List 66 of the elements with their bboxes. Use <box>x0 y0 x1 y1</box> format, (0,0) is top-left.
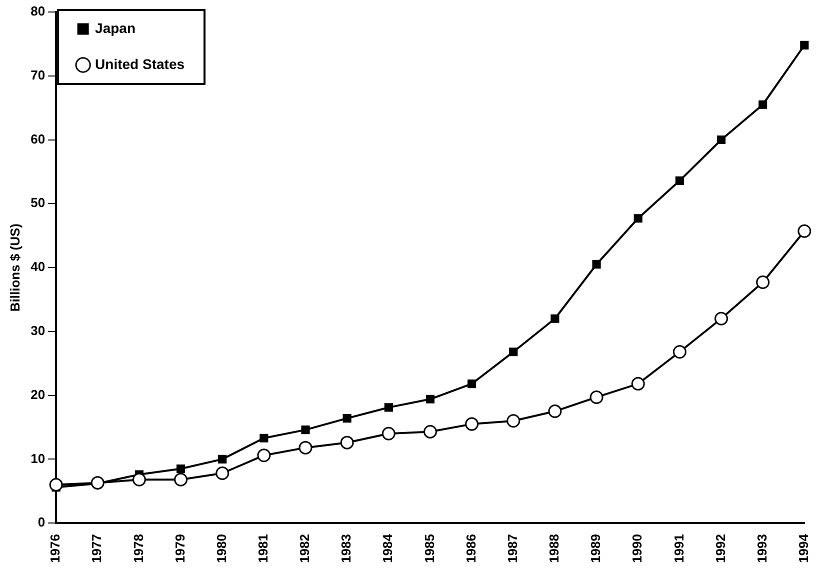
point <box>465 417 479 431</box>
x-tick-label: 1988 <box>546 534 562 563</box>
point <box>631 377 645 391</box>
point <box>716 135 726 144</box>
x-tick-label: 1990 <box>630 534 645 563</box>
point <box>260 434 268 442</box>
point <box>132 472 146 486</box>
x-tick-label: 1977 <box>89 534 104 563</box>
point <box>218 454 227 464</box>
point <box>758 100 768 109</box>
x-tick-label: 1984 <box>380 533 396 563</box>
point <box>423 424 437 438</box>
point <box>174 472 188 486</box>
point <box>675 176 684 185</box>
y-tick-label: 0 <box>38 514 46 530</box>
point <box>592 260 601 269</box>
point <box>798 224 812 238</box>
x-tick-label: 1978 <box>130 534 146 563</box>
point <box>468 380 476 388</box>
point <box>384 403 393 412</box>
x-tick-label: 1981 <box>256 534 271 563</box>
point <box>90 476 104 490</box>
x-tick-label: 1987 <box>504 534 520 563</box>
point <box>301 426 310 434</box>
y-tick-label: 30 <box>30 323 46 338</box>
x-tick-label: 1980 <box>214 534 229 563</box>
point <box>800 40 809 50</box>
y-tick-label: 20 <box>30 386 46 402</box>
x-tick-label: 1989 <box>588 534 604 563</box>
point <box>342 414 352 423</box>
x-tick-label: 1994 <box>796 533 811 563</box>
point <box>216 466 230 480</box>
point <box>176 464 186 474</box>
x-tick-label: 1976 <box>48 534 63 563</box>
point <box>382 426 396 440</box>
y-tick-label: 50 <box>30 195 46 210</box>
point <box>756 275 770 289</box>
x-tick-label: 1992 <box>712 534 728 563</box>
point <box>590 390 604 404</box>
point <box>634 214 642 223</box>
y-axis-title: Billions $ (US) <box>7 223 22 312</box>
y-tick-label: 10 <box>30 450 46 466</box>
point <box>426 394 435 404</box>
y-tick-label: 80 <box>30 4 46 19</box>
y-tick-label: 40 <box>30 259 46 274</box>
x-tick-label: 1991 <box>671 534 686 563</box>
x-tick-label: 1993 <box>754 534 770 563</box>
y-tick-label: 60 <box>30 131 46 146</box>
point <box>509 348 518 356</box>
point <box>714 312 728 326</box>
x-tick-label: 1986 <box>463 534 478 563</box>
x-tick-label: 1983 <box>338 534 354 563</box>
point <box>257 448 271 462</box>
point <box>548 404 562 418</box>
point <box>298 440 312 454</box>
point <box>672 345 686 359</box>
x-tick-label: 1982 <box>297 534 312 563</box>
point <box>550 314 560 323</box>
legend-label: United States <box>95 56 185 72</box>
x-tick-label: 1979 <box>172 534 188 563</box>
y-tick-label: 70 <box>30 67 46 82</box>
point <box>49 478 63 492</box>
point <box>340 436 354 450</box>
point <box>506 414 520 428</box>
x-tick-label: 1985 <box>422 534 437 563</box>
legend-label: Japan <box>95 20 136 36</box>
